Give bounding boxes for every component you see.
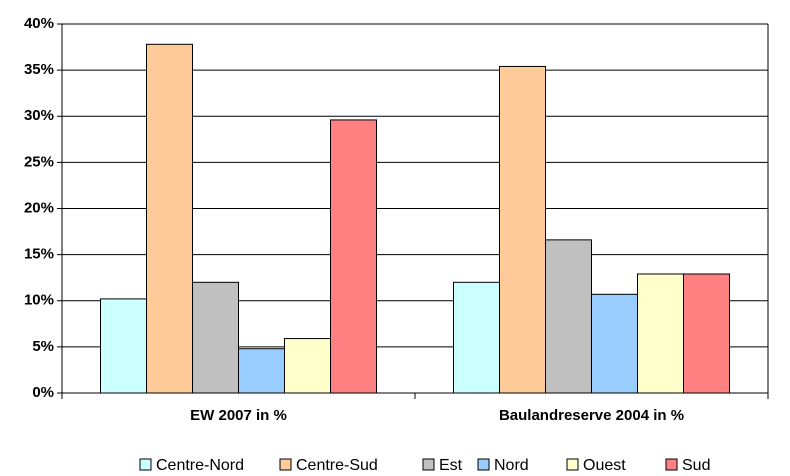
bar (453, 281, 500, 394)
y-tick-label: 5% (32, 338, 54, 355)
legend-swatch (665, 458, 678, 471)
legend-swatch (422, 458, 435, 471)
y-tick-label: 35% (24, 61, 54, 78)
y-tick-label: 0% (32, 384, 54, 401)
bar (100, 298, 147, 394)
bar (238, 348, 285, 394)
bar (146, 43, 193, 394)
x-tick-label: Baulandreserve 2004 in % (499, 407, 684, 424)
bar (330, 119, 377, 394)
legend-swatch (139, 458, 152, 471)
legend-swatch (477, 458, 490, 471)
x-tick-label: EW 2007 in % (190, 407, 287, 424)
legend-swatch (279, 458, 292, 471)
y-tick-label: 40% (24, 15, 54, 32)
bar (591, 293, 638, 394)
bar (545, 239, 592, 394)
legend-label: Nord (494, 457, 529, 474)
legend-swatch (566, 458, 579, 471)
legend-label: Centre-Sud (296, 457, 378, 474)
legend-label: Est (439, 457, 463, 474)
y-tick-label: 30% (24, 107, 54, 124)
legend-label: Centre-Nord (156, 457, 244, 474)
y-tick-label: 10% (24, 292, 54, 309)
bar (192, 281, 239, 394)
bar (499, 65, 546, 394)
y-tick-label: 25% (24, 153, 54, 170)
y-tick-label: 20% (24, 199, 54, 216)
legend-label: Ouest (583, 457, 626, 474)
y-tick-label: 15% (24, 246, 54, 263)
bar (637, 273, 684, 394)
legend-label: Sud (682, 457, 710, 474)
bar (284, 338, 331, 394)
bar (683, 273, 730, 394)
